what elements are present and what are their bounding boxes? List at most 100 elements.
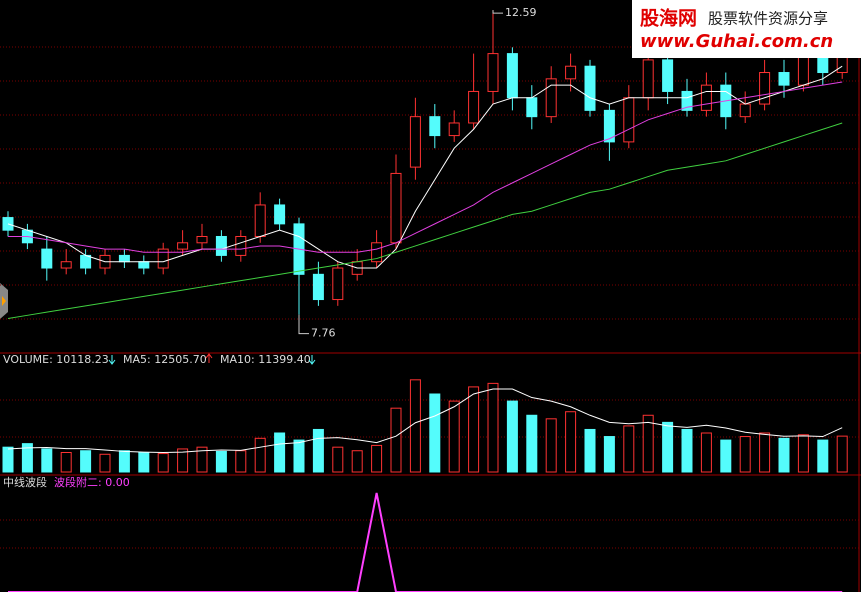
down-arrow xyxy=(308,355,316,365)
volume-bar xyxy=(157,453,169,473)
volume-bar xyxy=(429,393,441,473)
volume-legend: MA10: 11399.40 xyxy=(220,353,311,366)
candle-body xyxy=(448,122,460,137)
low-label: 7.76 xyxy=(311,327,336,340)
indicator-title: 中线波段 xyxy=(3,475,47,489)
side-tab-arrow xyxy=(2,296,6,306)
volume-bar xyxy=(215,450,227,473)
volume-bar xyxy=(778,437,790,473)
volume-bar xyxy=(526,414,538,473)
watermark-url: www.Guhai.com.cn xyxy=(640,31,833,52)
candle-body xyxy=(60,261,72,269)
volume-bar xyxy=(332,446,344,473)
volume-bar xyxy=(603,436,615,473)
volume-bar xyxy=(293,439,305,473)
candle-body xyxy=(409,116,421,168)
candle-body xyxy=(196,235,208,244)
up-arrow xyxy=(205,353,213,363)
volume-legend: VOLUME: 10118.23 xyxy=(3,353,109,366)
candle-body xyxy=(642,59,654,99)
candle-body xyxy=(274,204,286,225)
candle-body xyxy=(623,97,635,143)
candle-body xyxy=(157,248,169,269)
candle-body xyxy=(41,248,53,269)
candle-body xyxy=(545,78,557,118)
candle-body xyxy=(215,235,227,256)
candle-body xyxy=(603,109,615,143)
candle-body xyxy=(312,273,324,301)
watermark-box xyxy=(632,0,861,58)
watermark-site: 股海网 xyxy=(640,7,697,30)
high-label: 12.59 xyxy=(505,6,537,19)
volume-bar xyxy=(759,432,771,473)
volume-ma-line xyxy=(7,388,843,454)
candle-body xyxy=(797,53,809,86)
volume-bar xyxy=(468,386,480,473)
ma-line xyxy=(8,81,843,253)
candle-body xyxy=(506,53,518,99)
volume-bar xyxy=(312,428,324,473)
ma-line xyxy=(7,65,843,269)
volume-bar xyxy=(99,453,111,473)
volume-bar xyxy=(80,450,92,473)
volume-bar xyxy=(235,450,247,473)
candle-body xyxy=(80,254,92,269)
volume-bar xyxy=(836,435,848,473)
low-pointer xyxy=(298,314,309,335)
ma-line xyxy=(7,122,843,319)
volume-bar xyxy=(642,414,654,473)
volume-bar xyxy=(390,407,402,473)
candle-body xyxy=(118,254,130,263)
volume-bar xyxy=(700,432,712,473)
volume-bar xyxy=(196,446,208,473)
high-pointer xyxy=(492,10,503,14)
volume-bar xyxy=(177,448,189,473)
volume-bar xyxy=(2,446,14,473)
candle-body xyxy=(254,204,266,237)
candle-body xyxy=(138,261,150,269)
candle-body xyxy=(681,90,693,111)
volume-bar xyxy=(720,439,732,473)
candle-body xyxy=(487,53,499,92)
candle-body xyxy=(739,103,751,118)
volume-bar xyxy=(817,439,829,473)
candle-body xyxy=(526,97,538,118)
volume-bar xyxy=(506,400,518,473)
volume-bar xyxy=(60,452,72,473)
watermark: 股海网 股票软件资源分享 www.Guhai.com.cn xyxy=(632,0,861,58)
volume-bar xyxy=(254,437,266,473)
volume-bar xyxy=(797,434,809,473)
watermark-slogan: 股票软件资源分享 xyxy=(708,10,828,28)
volume-bar xyxy=(487,382,499,473)
candle-body xyxy=(778,72,790,86)
candle-body xyxy=(700,84,712,111)
candle-body xyxy=(177,242,189,250)
candle-body xyxy=(429,116,441,137)
candle-body xyxy=(468,90,480,124)
volume-bar xyxy=(662,421,674,473)
candle-body xyxy=(332,267,344,301)
volume-bar xyxy=(623,425,635,473)
volume-bar xyxy=(21,443,33,473)
volume-bar xyxy=(448,400,460,473)
volume-bar xyxy=(118,450,130,473)
candle-body xyxy=(662,59,674,92)
volume-bar xyxy=(371,444,383,473)
volume-bar xyxy=(274,432,286,473)
candle-body xyxy=(565,65,577,80)
volume-bar xyxy=(565,411,577,473)
volume-bar xyxy=(351,450,363,473)
volume-bar xyxy=(545,418,557,473)
volume-bar xyxy=(681,428,693,473)
volume-bar xyxy=(584,428,596,473)
volume-bar xyxy=(409,379,421,473)
volume-bar xyxy=(739,436,751,473)
volume-bar xyxy=(41,448,53,473)
candle-body xyxy=(235,235,247,256)
candle-body xyxy=(584,65,596,111)
volume-bar xyxy=(138,452,150,473)
candle-body xyxy=(759,72,771,105)
down-arrow xyxy=(108,355,116,365)
